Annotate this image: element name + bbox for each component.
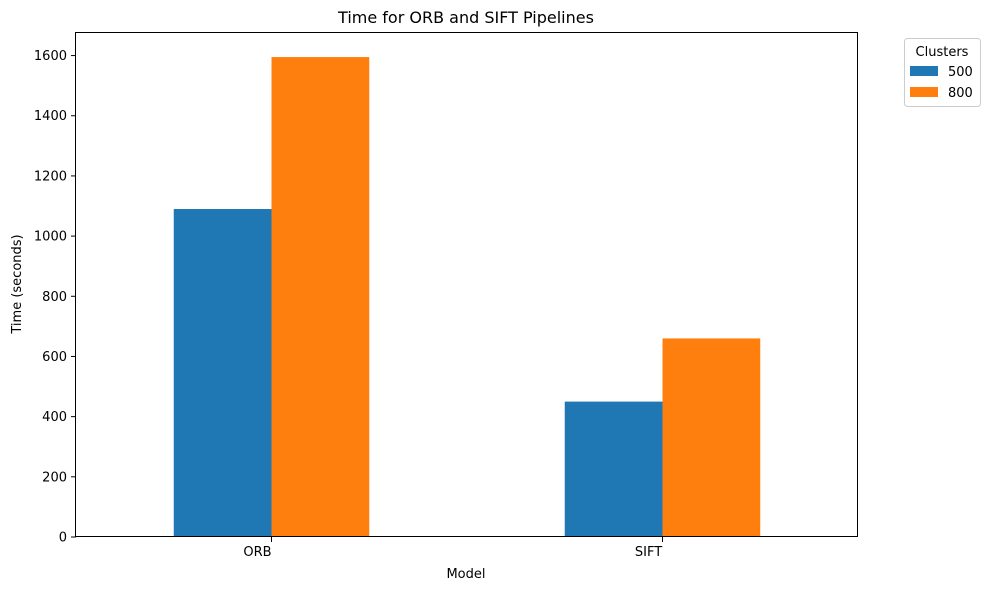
y-tick-label: 0 (59, 531, 67, 546)
x-ticks-group: ORB SIFT (243, 537, 663, 560)
y-tick-label: 1200 (34, 169, 67, 184)
y-ticks-group: 0 200 400 600 800 1000 1200 1400 1600 (34, 49, 76, 546)
y-tick-label: 200 (42, 470, 67, 485)
legend-label-800: 800 (948, 86, 973, 101)
legend-swatch-800 (910, 87, 938, 97)
x-axis-label: Model (446, 567, 485, 582)
y-tick-label: 600 (42, 350, 67, 365)
y-tick-label: 400 (42, 410, 67, 425)
y-tick-label: 800 (42, 290, 67, 305)
x-tick-label: SIFT (635, 545, 662, 560)
bars-group (173, 57, 761, 537)
y-axis-label: Time (seconds) (10, 234, 25, 334)
legend: Clusters 500 800 (904, 38, 981, 107)
y-tick-label: 1000 (34, 230, 67, 245)
y-tick-label: 1600 (34, 49, 67, 64)
legend-swatch-500 (910, 66, 938, 76)
legend-title: Clusters (916, 45, 969, 60)
chart-title: Time for ORB and SIFT Pipelines (337, 8, 594, 27)
bar-orb-500 (173, 209, 272, 537)
y-tick-label: 1400 (34, 109, 67, 124)
bar-sift-500 (564, 401, 663, 537)
legend-label-500: 500 (948, 65, 973, 80)
bar-orb-800 (271, 57, 370, 537)
plot-frame (75, 32, 858, 537)
x-tick-label: ORB (243, 545, 271, 560)
bar-sift-800 (662, 338, 761, 537)
